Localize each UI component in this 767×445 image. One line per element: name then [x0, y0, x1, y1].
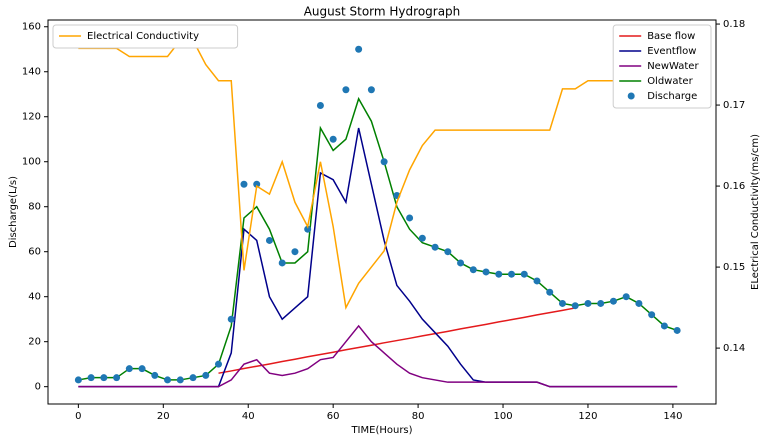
legend-label: Electrical Conductivity: [87, 31, 199, 42]
y2-axis-label: ELectrical Conductivity(ms/cm): [750, 134, 761, 290]
scatter-point: [444, 248, 452, 256]
y-tick-label: 140: [22, 67, 41, 78]
scatter-point: [648, 311, 656, 319]
scatter-point: [520, 270, 528, 278]
scatter-point: [240, 180, 248, 188]
scatter-point: [355, 45, 363, 53]
scatter-point: [202, 371, 210, 379]
scatter-point: [189, 374, 197, 382]
x-tick-label: 40: [242, 411, 255, 422]
scatter-point: [291, 248, 299, 256]
scatter-point: [533, 277, 541, 285]
scatter-point: [176, 376, 184, 384]
scatter-point: [329, 135, 337, 143]
legend-box: [612, 24, 712, 109]
legend-label: NewWater: [647, 61, 699, 72]
y-tick-label: 0: [35, 382, 41, 393]
scatter-point: [457, 259, 465, 267]
scatter-point: [164, 376, 172, 384]
scatter-point: [100, 374, 108, 382]
scatter-point: [253, 180, 261, 188]
x-tick-label: 80: [412, 411, 425, 422]
scatter-point: [265, 236, 273, 244]
scatter-point: [495, 270, 503, 278]
scatter-point: [558, 299, 566, 307]
x-tick-label: 0: [75, 411, 81, 422]
scatter-point: [304, 225, 312, 233]
y-tick-label: 20: [28, 337, 41, 348]
scatter-point: [622, 293, 630, 301]
scatter-point: [87, 374, 95, 382]
series-line: [78, 96, 678, 381]
scatter-point: [482, 268, 490, 276]
y2-tick-label: 0.18: [723, 19, 745, 30]
scatter-point: [125, 365, 133, 373]
scatter-point: [508, 270, 516, 278]
series-line: [78, 39, 678, 310]
y2-tick-label: 0.17: [723, 100, 745, 111]
y2-tick-label: 0.16: [723, 181, 745, 192]
legend-box: [52, 24, 239, 49]
x-tick-label: 60: [327, 411, 340, 422]
y-tick-label: 40: [28, 292, 41, 303]
scatter-point: [571, 302, 579, 310]
scatter-point: [431, 243, 439, 251]
y-tick-label: 120: [22, 112, 41, 123]
scatter-point: [113, 374, 121, 382]
x-tick-label: 140: [663, 411, 682, 422]
chart-title: August Storm Hydrograph: [304, 5, 461, 19]
legend-label: Base flow: [647, 31, 695, 42]
scatter-point: [597, 299, 605, 307]
scatter-point: [151, 371, 159, 379]
series-line: [218, 307, 576, 374]
scatter-point: [584, 299, 592, 307]
scatter-point: [215, 360, 223, 368]
y-tick-label: 160: [22, 22, 41, 33]
scatter-point: [342, 86, 350, 94]
y-axis-label: Discharge(L/s): [8, 176, 19, 248]
scatter-point: [609, 297, 617, 305]
y-tick-label: 80: [28, 202, 41, 213]
scatter-point: [635, 299, 643, 307]
scatter-point: [469, 266, 477, 274]
x-tick-label: 100: [493, 411, 512, 422]
y-tick-label: 60: [28, 247, 41, 258]
plot-frame: [47, 19, 717, 405]
x-tick-label: 20: [157, 411, 170, 422]
scatter-point: [74, 376, 82, 384]
scatter-point: [380, 158, 388, 166]
scatter-point: [278, 259, 286, 267]
y-tick-label: 100: [22, 157, 41, 168]
scatter-point: [406, 214, 414, 222]
scatter-point: [138, 365, 146, 373]
legend-marker: [627, 92, 635, 100]
y2-tick-label: 0.15: [723, 262, 745, 273]
x-axis-label: TIME(Hours): [350, 425, 412, 436]
legend-label: Discharge: [647, 91, 697, 102]
scatter-point: [227, 315, 235, 323]
legend-label: Eventflow: [647, 46, 696, 57]
x-tick-label: 120: [578, 411, 597, 422]
scatter-point: [660, 322, 668, 330]
scatter-point: [367, 86, 375, 94]
legend-label: Oldwater: [647, 76, 693, 87]
scatter-point: [673, 326, 681, 334]
scatter-point: [316, 101, 324, 109]
series-line: [78, 324, 678, 388]
scatter-point: [546, 288, 554, 296]
scatter-point: [418, 234, 426, 242]
y2-tick-label: 0.14: [723, 343, 745, 354]
